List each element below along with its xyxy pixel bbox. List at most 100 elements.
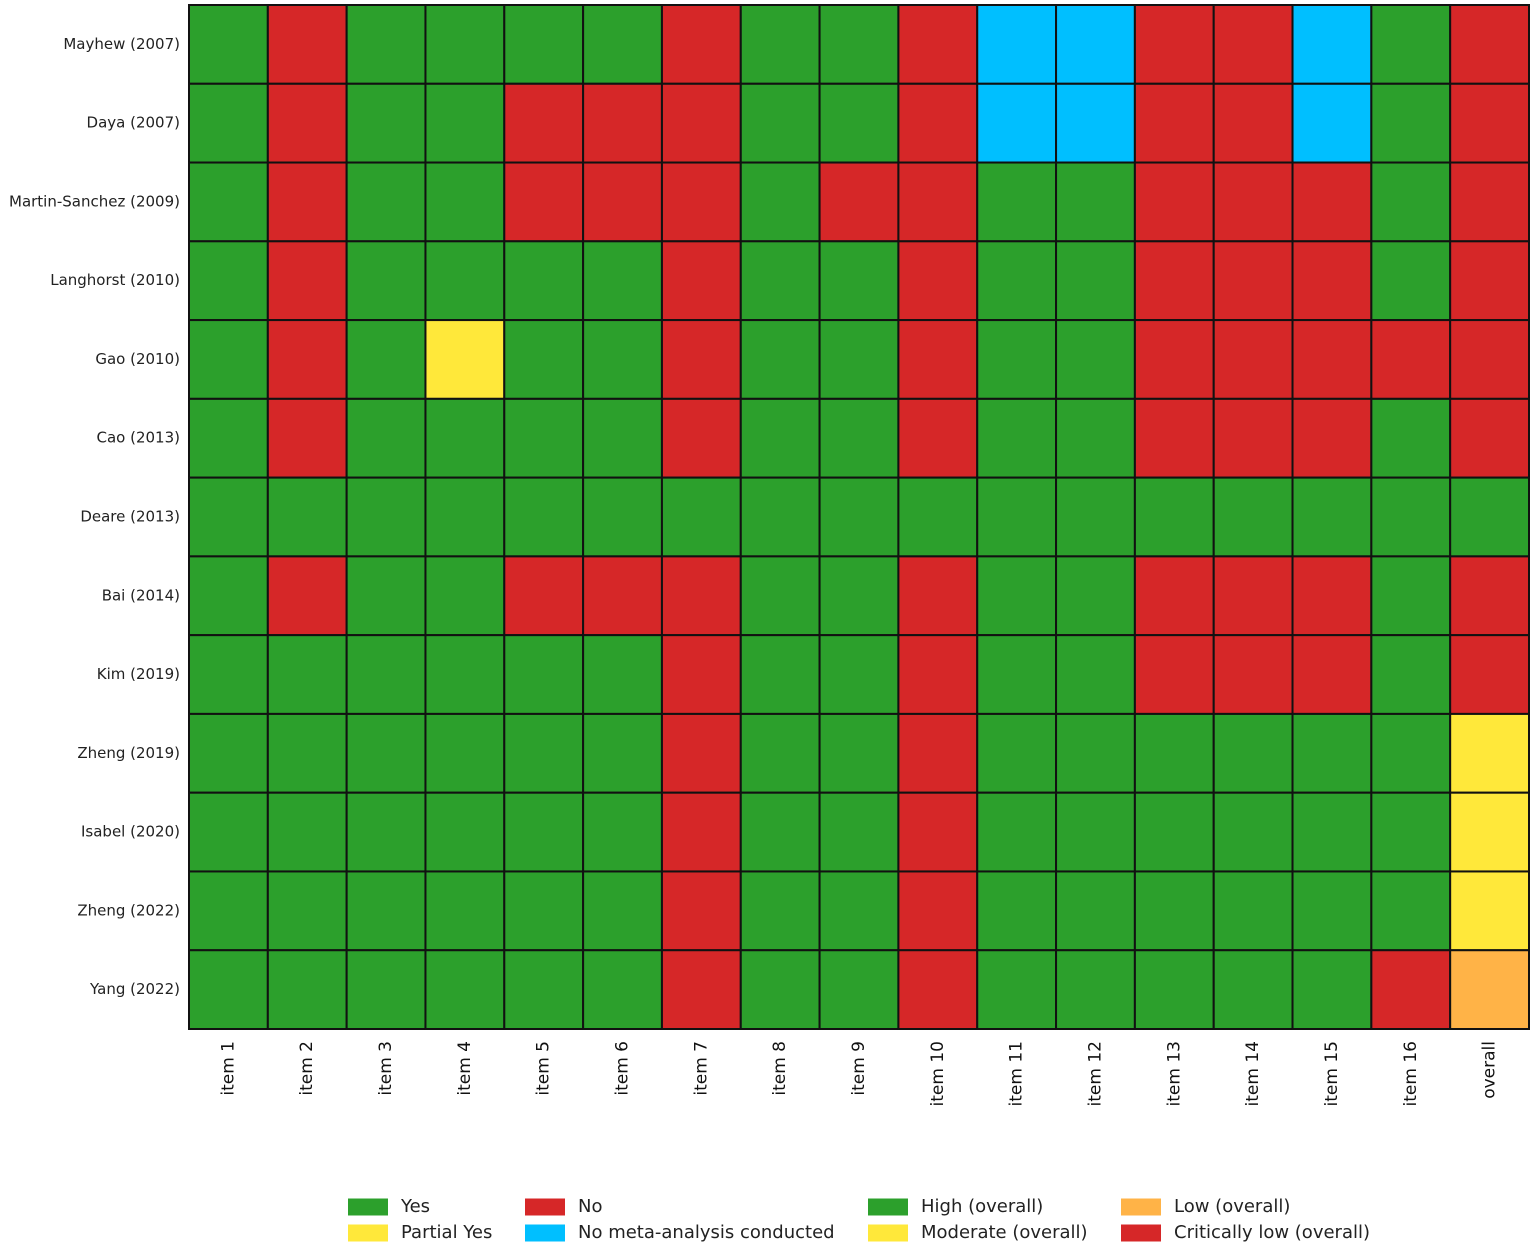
row-label-7: Deare (2013) <box>80 508 180 526</box>
legend-label-low-overall: Low (overall) <box>1174 1196 1290 1217</box>
heatmap-cell-r9-item-6 <box>582 634 663 715</box>
heatmap-cell-r13-item-11 <box>976 949 1058 1031</box>
legend-swatch-moderate-overall <box>868 1224 908 1242</box>
heatmap-cell-r3-overall <box>1449 161 1531 243</box>
heatmap-cell-r5-item-12 <box>1055 319 1136 400</box>
heatmap-cell-r11-overall <box>1449 791 1531 873</box>
row-label-9: Kim (2019) <box>97 665 180 683</box>
legend-item-partial-yes: Partial Yes <box>348 1222 492 1243</box>
heatmap-cell-r13-item-8 <box>739 949 821 1031</box>
heatmap-cell-r3-item-3 <box>345 161 427 243</box>
heatmap-cell-r6-item-9 <box>818 397 900 479</box>
heatmap-cell-r12-item-3 <box>345 870 427 952</box>
column-label-item-3: item 3 <box>376 1041 396 1096</box>
heatmap-cell-r12-item-2 <box>266 870 348 952</box>
heatmap-cell-r1-item-16 <box>1370 4 1452 85</box>
heatmap-cell-r8-item-14 <box>1212 555 1294 637</box>
heatmap-cell-r2-item-16 <box>1370 82 1452 164</box>
heatmap-cell-r13-item-9 <box>818 949 900 1031</box>
heatmap-cell-r6-item-11 <box>976 397 1058 479</box>
legend-item-moderate-overall: Moderate (overall) <box>868 1222 1088 1243</box>
heatmap-cell-r4-item-6 <box>582 240 663 322</box>
legend-label-critically-low-overall: Critically low (overall) <box>1174 1222 1370 1243</box>
row-label-4: Langhorst (2010) <box>50 271 180 289</box>
heatmap-cell-r10-item-4 <box>424 712 506 794</box>
row-label-12: Zheng (2022) <box>77 901 180 919</box>
heatmap-cell-r3-item-14 <box>1212 161 1294 243</box>
heatmap-cell-r8-item-1 <box>188 555 269 637</box>
heatmap-cell-r6-overall <box>1449 397 1531 479</box>
legend-swatch-no <box>525 1198 565 1216</box>
column-label-item-9: item 9 <box>849 1041 869 1096</box>
column-label-item-8: item 8 <box>770 1041 790 1096</box>
heatmap-cell-r5-overall <box>1449 319 1531 400</box>
heatmap-cell-r10-item-6 <box>582 712 663 794</box>
heatmap-cell-r3-item-4 <box>424 161 506 243</box>
heatmap-cell-r9-item-16 <box>1370 634 1452 715</box>
heatmap-cell-r5-item-9 <box>818 319 900 400</box>
heatmap-cell-r7-item-9 <box>818 476 900 558</box>
heatmap-cell-r11-item-7 <box>660 791 742 873</box>
column-label-item-5: item 5 <box>534 1041 554 1096</box>
heatmap-cell-r7-item-6 <box>582 476 663 558</box>
heatmap-cell-r3-item-16 <box>1370 161 1452 243</box>
heatmap-cell-r7-overall <box>1449 476 1531 558</box>
heatmap-cell-r13-item-1 <box>188 949 269 1031</box>
heatmap-cell-r4-item-7 <box>660 240 742 322</box>
heatmap-cell-r7-item-15 <box>1291 476 1373 558</box>
heatmap-cell-r2-item-3 <box>345 82 427 164</box>
heatmap-cell-r10-item-7 <box>660 712 742 794</box>
heatmap-cell-r2-item-2 <box>266 82 348 164</box>
heatmap-cell-r4-item-2 <box>266 240 348 322</box>
column-label-overall: overall <box>1480 1041 1500 1099</box>
heatmap-cell-r12-item-14 <box>1212 870 1294 952</box>
heatmap-cell-r12-item-6 <box>582 870 663 952</box>
heatmap-cell-r2-item-10 <box>897 82 979 164</box>
heatmap-cell-r7-item-14 <box>1212 476 1294 558</box>
heatmap-cell-r9-item-13 <box>1133 634 1215 715</box>
heatmap-cell-r8-item-4 <box>424 555 506 637</box>
column-label-item-2: item 2 <box>297 1041 317 1096</box>
heatmap-cell-r10-item-14 <box>1212 712 1294 794</box>
heatmap-cell-r10-item-3 <box>345 712 427 794</box>
column-label-item-13: item 13 <box>1164 1041 1184 1106</box>
heatmap-cell-r8-item-7 <box>660 555 742 637</box>
legend-label-high-overall: High (overall) <box>921 1196 1043 1217</box>
heatmap-cell-r8-item-15 <box>1291 555 1373 637</box>
heatmap-cell-r1-overall <box>1449 4 1531 85</box>
heatmap-cell-r1-item-12 <box>1055 4 1136 85</box>
heatmap-cell-r11-item-6 <box>582 791 663 873</box>
heatmap-cell-r7-item-2 <box>266 476 348 558</box>
heatmap-cell-r7-item-12 <box>1055 476 1136 558</box>
row-label-5: Gao (2010) <box>95 350 180 368</box>
heatmap-cell-r10-item-10 <box>897 712 979 794</box>
heatmap-cell-r9-overall <box>1449 634 1531 715</box>
heatmap-cell-r3-item-5 <box>503 161 585 243</box>
heatmap-cell-r7-item-4 <box>424 476 506 558</box>
heatmap-cell-r1-item-3 <box>345 4 427 85</box>
heatmap-cell-r7-item-16 <box>1370 476 1452 558</box>
heatmap-cell-r10-item-15 <box>1291 712 1373 794</box>
heatmap-cell-r12-item-9 <box>818 870 900 952</box>
heatmap-cell-r10-item-2 <box>266 712 348 794</box>
heatmap-cell-r1-item-15 <box>1291 4 1373 85</box>
row-label-2: Daya (2007) <box>87 114 180 132</box>
heatmap-cell-r12-item-4 <box>424 870 506 952</box>
legend-swatch-high-overall <box>868 1198 908 1216</box>
heatmap-cell-r2-item-7 <box>660 82 742 164</box>
legend-swatch-no-meta-analysis-conducted <box>525 1224 565 1242</box>
legend-label-no: No <box>578 1196 602 1217</box>
heatmap-cell-r12-overall <box>1449 870 1531 952</box>
heatmap-cell-r2-item-12 <box>1055 82 1136 164</box>
heatmap-cell-r5-item-11 <box>976 319 1058 400</box>
heatmap-cell-r4-item-5 <box>503 240 585 322</box>
heatmap-cell-r6-item-13 <box>1133 397 1215 479</box>
heatmap-cell-r8-item-16 <box>1370 555 1452 637</box>
heatmap-cell-r5-item-3 <box>345 319 427 400</box>
row-label-8: Bai (2014) <box>102 586 180 604</box>
heatmap-cell-r3-item-13 <box>1133 161 1215 243</box>
heatmap-cell-r1-item-7 <box>660 4 742 85</box>
legend-item-critically-low-overall: Critically low (overall) <box>1121 1222 1370 1243</box>
heatmap-cell-r8-overall <box>1449 555 1531 637</box>
